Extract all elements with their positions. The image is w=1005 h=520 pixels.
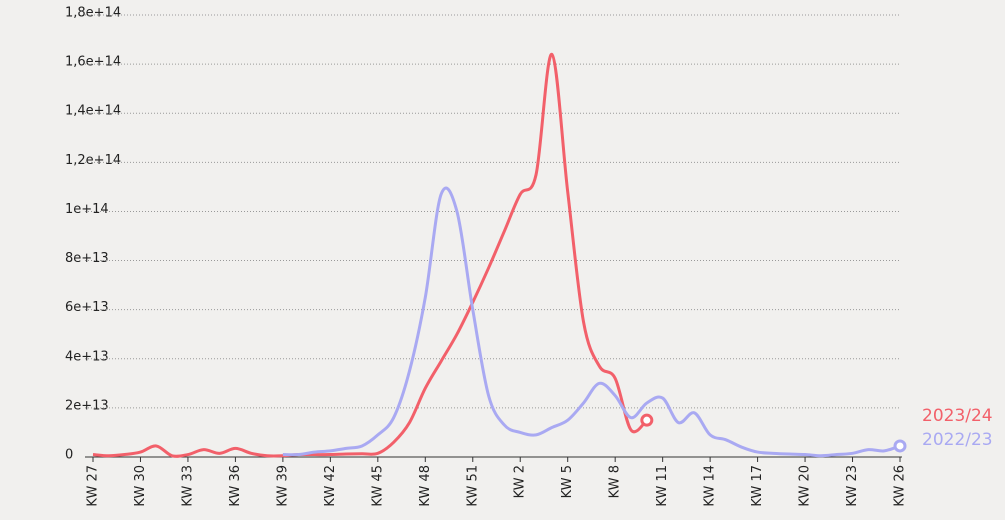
y-tick-label: 1,8e+14 <box>65 6 121 21</box>
x-tick-label: KW 51 <box>465 465 480 507</box>
y-tick-label: 8e+13 <box>65 251 109 266</box>
x-tick-label: KW 2 <box>513 465 528 498</box>
y-tick-label: 0 <box>65 448 73 463</box>
end-marker <box>640 413 654 427</box>
x-tick-label: KW 20 <box>798 465 813 507</box>
y-tick-label: 4e+13 <box>65 349 109 364</box>
end-marker <box>893 439 907 453</box>
y-tick-label: 1,4e+14 <box>65 104 121 119</box>
legend-label: 2023/24 <box>922 406 993 426</box>
y-tick-label: 1,6e+14 <box>65 55 121 70</box>
x-tick-label: KW 48 <box>418 465 433 507</box>
x-tick-label: KW 11 <box>655 465 670 507</box>
x-tick-label: KW 26 <box>893 465 908 507</box>
x-tick-label: KW 39 <box>275 465 290 507</box>
x-tick-label: KW 36 <box>228 465 243 507</box>
series-line <box>92 52 648 458</box>
x-tick-label: KW 33 <box>180 465 195 507</box>
x-tick-label: KW 14 <box>703 465 718 507</box>
x-tick-label: KW 42 <box>323 465 338 507</box>
x-tick-label: KW 5 <box>560 465 575 498</box>
y-tick-label: 6e+13 <box>65 300 109 315</box>
x-tick-label: KW 27 <box>86 465 101 507</box>
series-line <box>282 186 901 458</box>
legend-label: 2022/23 <box>922 430 993 450</box>
y-tick-label: 1e+14 <box>65 202 109 217</box>
x-tick-label: KW 23 <box>845 465 860 507</box>
x-tick-label: KW 45 <box>370 465 385 507</box>
x-tick-label: KW 17 <box>750 465 765 507</box>
x-tick-label: KW 8 <box>608 465 623 498</box>
x-tick-label: KW 30 <box>133 465 148 507</box>
y-tick-label: 2e+13 <box>65 398 109 413</box>
y-tick-label: 1,2e+14 <box>65 153 121 168</box>
